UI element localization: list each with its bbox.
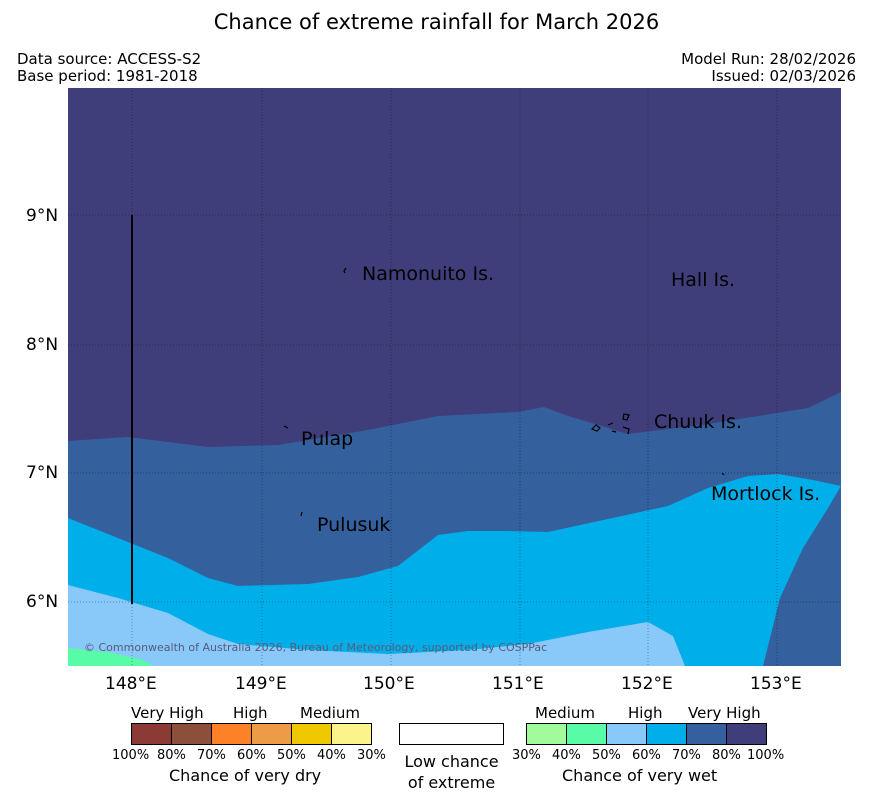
dry-scale-title: Chance of very dry [169, 766, 322, 785]
wet-swatch-6 [727, 724, 766, 744]
dry-tick-30: 30% [357, 748, 386, 763]
mortlock-island-shape [721, 472, 725, 476]
island-outlines [283, 267, 725, 517]
lon-label-151e: 151°E [492, 674, 544, 694]
wet-group-very-high: Very High [688, 704, 761, 722]
zone-high-wet-80-se [823, 658, 841, 666]
model-run-label: Model Run: 28/02/2026 [681, 50, 856, 68]
wet-swatch-2 [567, 724, 607, 744]
dry-swatch-2 [172, 724, 212, 744]
lon-label-153e: 153°E [750, 674, 802, 694]
namonuito-island-shape [343, 267, 347, 274]
dry-group-medium: Medium [300, 704, 360, 722]
dry-group-very-high: Very High [131, 704, 204, 722]
wet-color-scale [526, 723, 767, 745]
lon-label-150e: 150°E [363, 674, 415, 694]
dry-tick-40: 40% [317, 748, 346, 763]
wet-group-medium: Medium [535, 704, 595, 722]
dry-tick-60: 60% [237, 748, 266, 763]
zone-high-wet-80-east [763, 486, 841, 666]
wet-group-high: High [628, 704, 663, 722]
dry-tick-80: 80% [157, 748, 186, 763]
dry-swatch-5 [292, 724, 332, 744]
dry-swatch-1 [132, 724, 172, 744]
chuuk-island-shape [590, 413, 630, 435]
copyright-notice: © Commonwealth of Australia 2026, Bureau… [84, 641, 548, 654]
wet-tick-70: 70% [672, 748, 701, 763]
dry-swatch-6 [332, 724, 371, 744]
zone-medium-wet-40 [68, 648, 153, 666]
lat-label-9n: 9°N [26, 206, 59, 226]
place-pulusuk: Pulusuk [317, 514, 391, 536]
wet-tick-30: 30% [512, 748, 541, 763]
wet-tick-50: 50% [592, 748, 621, 763]
lat-label-7n: 7°N [26, 463, 59, 483]
pulusuk-island-shape [300, 511, 303, 517]
dry-color-scale [131, 723, 372, 745]
lon-label-149e: 149°E [235, 674, 287, 694]
wet-swatch-3 [607, 724, 647, 744]
place-namonuito: Namonuito Is. [362, 263, 495, 285]
wet-tick-40: 40% [552, 748, 581, 763]
dry-swatch-3 [212, 724, 252, 744]
place-mortlock: Mortlock Is. [711, 483, 821, 505]
lon-label-152e: 152°E [621, 674, 673, 694]
zone-medium-wet [68, 585, 685, 666]
wet-scale-title: Chance of very wet [562, 766, 718, 785]
dry-tick-100: 100% [112, 748, 150, 763]
zone-high-wet-60 [68, 474, 841, 666]
lon-label-148e: 148°E [105, 674, 157, 694]
place-chuuk: Chuuk Is. [654, 411, 742, 433]
wet-swatch-1 [527, 724, 567, 744]
dry-tick-50: 50% [277, 748, 306, 763]
dry-swatch-4 [252, 724, 292, 744]
low-chance-swatch [399, 723, 504, 745]
base-period-label: Base period: 1981-2018 [17, 67, 198, 85]
lat-label-8n: 8°N [26, 335, 59, 355]
low-chance-line2: of extreme [407, 773, 496, 792]
data-source-label: Data source: ACCESS-S2 [17, 50, 202, 68]
pulap-island-shape [283, 425, 289, 429]
wet-swatch-4 [647, 724, 687, 744]
wet-swatch-5 [687, 724, 727, 744]
place-pulap: Pulap [301, 428, 354, 450]
rainfall-map [68, 88, 841, 666]
lat-label-6n: 6°N [26, 592, 59, 612]
map-title: Chance of extreme rainfall for March 202… [213, 10, 660, 34]
wet-tick-100: 100% [747, 748, 785, 763]
dry-tick-70: 70% [197, 748, 226, 763]
dry-group-high: High [233, 704, 268, 722]
issued-label: Issued: 02/03/2026 [711, 67, 856, 85]
low-chance-line1: Low chance [404, 752, 499, 771]
place-hall: Hall Is. [671, 269, 736, 291]
wet-tick-80: 80% [712, 748, 741, 763]
wet-tick-60: 60% [632, 748, 661, 763]
